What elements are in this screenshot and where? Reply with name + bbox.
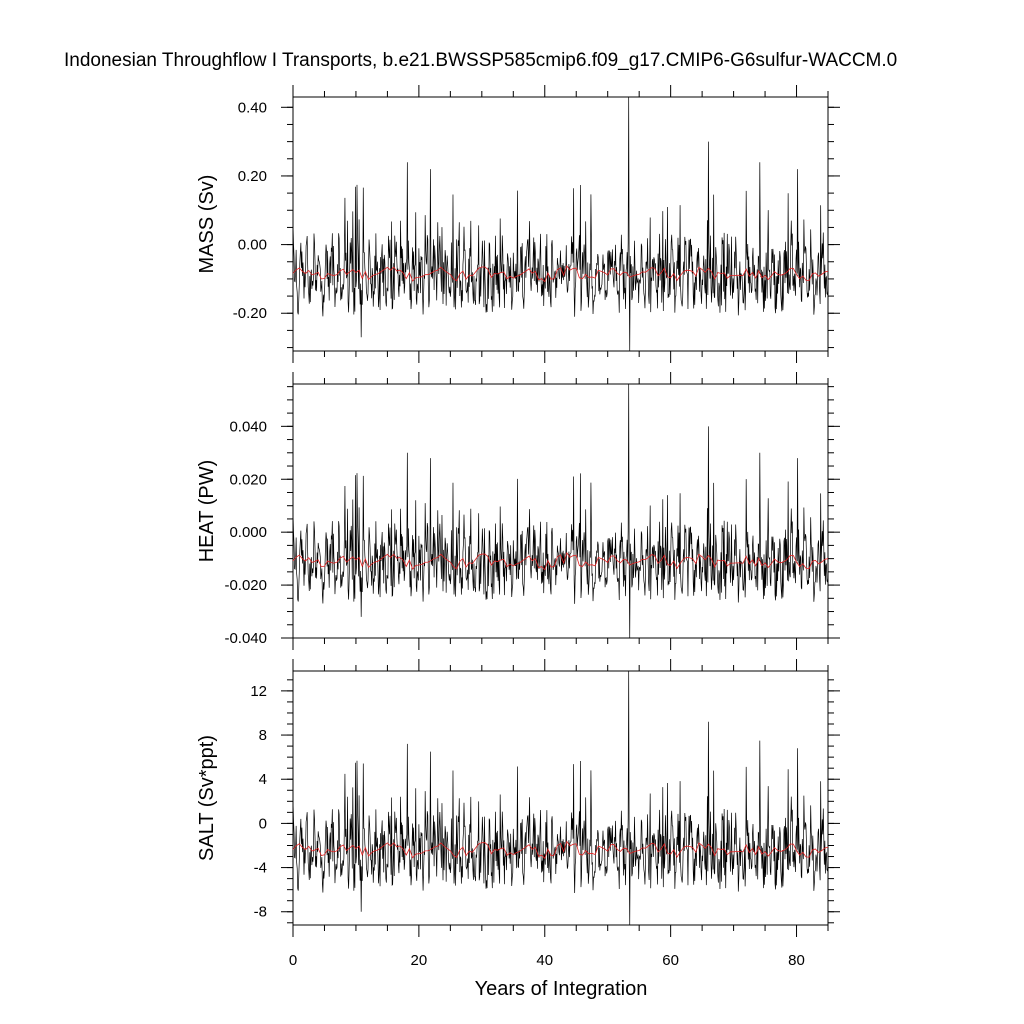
annual-mean-series-line xyxy=(292,840,829,860)
panels-group: -0.20 0.00 0.20 0.40 MASS (Sv) -0.040 -0.020 0.… xyxy=(196,85,840,937)
y-tick-label: 0 xyxy=(259,815,267,832)
chart-title: Indonesian Throughflow I Transports, b.e… xyxy=(64,50,897,71)
x-tick-label: 0 xyxy=(289,952,297,969)
panel-frame xyxy=(292,670,829,926)
monthly-series-line xyxy=(292,96,829,352)
monthly-series-line xyxy=(292,383,829,639)
y-tick-label: 0.40 xyxy=(238,99,267,116)
panel-1: -0.20 0.00 0.20 0.40 MASS (Sv) xyxy=(196,85,840,363)
annual-mean-series-line xyxy=(292,264,829,283)
y-tick-label: 4 xyxy=(259,771,267,788)
y-tick-label: -8 xyxy=(254,904,267,921)
x-tick-label: 80 xyxy=(788,952,805,969)
y-tick-label: -0.040 xyxy=(224,630,267,647)
y-tick-label: 0.040 xyxy=(229,418,267,435)
y-tick-label: -0.020 xyxy=(224,577,267,594)
x-axis-labels: 0 20 40 60 80 xyxy=(289,952,805,969)
y-tick-label: -0.20 xyxy=(233,305,267,322)
annual-mean-series-line xyxy=(292,551,829,571)
y-tick-label: 12 xyxy=(250,683,267,700)
panel-2: -0.040 -0.020 0.000 0.020 0.040 HEAT (PW) xyxy=(196,372,840,650)
panel-frame xyxy=(292,96,829,352)
x-axis-title: Years of Integration xyxy=(475,978,648,1000)
y-tick-label: 0.000 xyxy=(229,524,267,541)
y-axis-title: SALT (Sv*ppt) xyxy=(196,735,218,861)
y-tick-label: -4 xyxy=(254,860,267,877)
x-tick-label: 40 xyxy=(536,952,553,969)
monthly-series-line xyxy=(292,670,829,926)
y-tick-label: 8 xyxy=(259,727,267,744)
y-axis-title: MASS (Sv) xyxy=(196,175,218,274)
y-tick-label: 0.00 xyxy=(238,237,267,254)
y-axis-title: HEAT (PW) xyxy=(196,460,218,563)
panel-frame xyxy=(292,383,829,639)
y-tick-label: 0.020 xyxy=(229,471,267,488)
y-tick-label: 0.20 xyxy=(238,168,267,185)
panel-3: -8 -4 0 4 8 12 SALT (Sv*ppt) xyxy=(196,659,840,937)
x-tick-label: 20 xyxy=(411,952,428,969)
x-tick-label: 60 xyxy=(662,952,679,969)
